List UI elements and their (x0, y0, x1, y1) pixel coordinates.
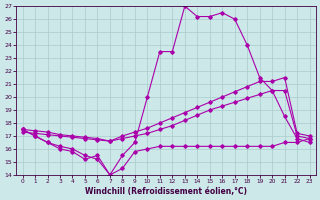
X-axis label: Windchill (Refroidissement éolien,°C): Windchill (Refroidissement éolien,°C) (85, 187, 247, 196)
